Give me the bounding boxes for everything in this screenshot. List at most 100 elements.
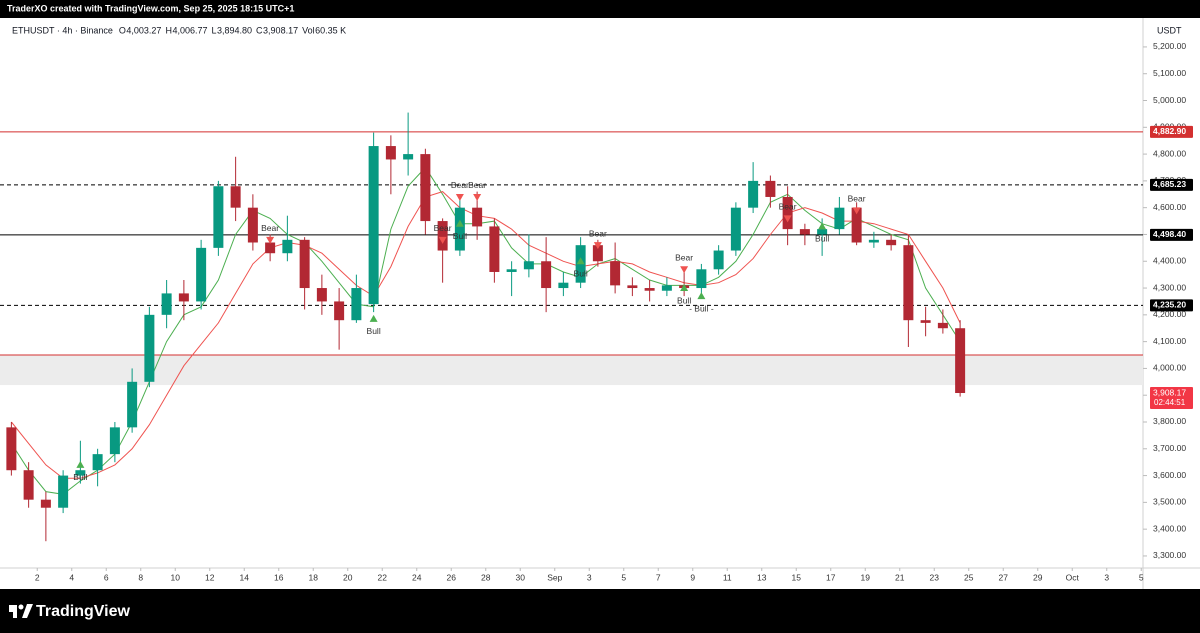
brand-logo (9, 604, 33, 618)
signal-marker (369, 314, 378, 322)
top-bar (0, 0, 1200, 18)
y-tick-label: 3,400.00 (1153, 523, 1186, 533)
candle-body (817, 229, 828, 235)
y-tick-label: 4,200.00 (1153, 309, 1186, 319)
legend-value: 3,908.17 (263, 25, 298, 35)
x-tick-label: 13 (757, 572, 767, 582)
signal-marker (438, 236, 447, 244)
candle-body (506, 269, 517, 272)
candle-body (627, 285, 638, 289)
candle-body (6, 427, 17, 471)
signal-marker (473, 193, 482, 201)
signal-label: Bear (589, 228, 607, 238)
signal-label: Bear (451, 180, 469, 190)
legend-value: 60.35 K (315, 25, 346, 35)
candle-body (661, 285, 672, 291)
candle-body (592, 245, 603, 262)
candle-body (955, 328, 966, 394)
signal-label: Bear (848, 194, 866, 204)
candle-body (109, 427, 120, 455)
x-tick-label: 8 (138, 572, 143, 582)
candle-body (40, 499, 51, 508)
x-tick-label: 26 (447, 572, 457, 582)
x-tick-label: 14 (240, 572, 250, 582)
legend-key: Vol (302, 25, 315, 35)
x-tick-label: 12 (205, 572, 215, 582)
x-tick-label: 15 (792, 572, 802, 582)
candle-body (247, 207, 258, 243)
y-tick-label: 4,600.00 (1153, 202, 1186, 212)
y-tick-label: 4,000.00 (1153, 363, 1186, 373)
legend-key: L (211, 25, 216, 35)
legend-key: H (165, 25, 172, 35)
signal-marker (593, 242, 602, 250)
x-tick-label: 21 (895, 572, 905, 582)
legend-key: O (119, 25, 126, 35)
y-tick-label: 4,800.00 (1153, 148, 1186, 158)
candle-body (903, 245, 914, 321)
candle-body (213, 186, 224, 248)
candle-body (144, 314, 155, 382)
candle-body (403, 154, 414, 160)
currency: USDT (1157, 25, 1182, 35)
y-tick-label: 3,300.00 (1153, 550, 1186, 560)
signal-label: Bull (453, 231, 467, 241)
candle-body (282, 239, 293, 254)
x-tick-label: 5 (621, 572, 626, 582)
candle-body (765, 180, 776, 197)
candle-body (230, 186, 241, 208)
candle-body (368, 146, 379, 305)
y-tick-label: 3,700.00 (1153, 443, 1186, 453)
y-tick-label: 3,800.00 (1153, 416, 1186, 426)
candle-body (748, 180, 759, 208)
plot-area: BullBearBullBearBearBullBearBullBearBear… (0, 112, 1143, 542)
last-price-badge (1150, 387, 1193, 410)
candle-body (523, 261, 534, 270)
signal-label: Bear (779, 202, 797, 212)
x-tick-label: 3 (1104, 572, 1109, 582)
candle-body (420, 154, 431, 222)
candle-body (437, 221, 448, 251)
legend-value: 3,894.80 (217, 25, 252, 35)
x-tick-label: 5 (1139, 572, 1144, 582)
chart-background (0, 18, 1200, 589)
legend-key: C (256, 25, 263, 35)
candle-body (713, 250, 724, 270)
logo-shape (13, 605, 17, 618)
credit: TraderXO created with TradingView.com, S… (7, 3, 294, 13)
brand: TradingView (36, 603, 131, 620)
signal-label: Bull (73, 472, 87, 482)
candle-body (334, 301, 345, 321)
candle-body (161, 293, 172, 315)
signal-marker (852, 207, 861, 215)
signal-label: Bear (261, 223, 279, 233)
y-tick-label: 3,600.00 (1153, 470, 1186, 480)
x-tick-label: 3 (587, 572, 592, 582)
level-label: 4,498.40 (1153, 229, 1186, 239)
candle-body (127, 381, 138, 428)
x-tick-label: 29 (1033, 572, 1043, 582)
candle-body (92, 454, 103, 471)
signal-label: Bear (434, 223, 452, 233)
candle-body (782, 196, 793, 230)
x-tick-label: 11 (723, 572, 732, 582)
x-tick-label: 22 (378, 572, 388, 582)
x-tick-label: Oct (1066, 572, 1080, 582)
signal-marker (818, 222, 827, 230)
candle-body (799, 229, 810, 235)
candle-body (75, 470, 86, 476)
y-tick-label: 4,100.00 (1153, 336, 1186, 346)
signal-marker (680, 284, 689, 292)
x-tick-label: 20 (343, 572, 353, 582)
moving-average (11, 191, 961, 479)
candle-body (730, 207, 741, 251)
candle-body (385, 146, 396, 160)
signal-label: Bear (468, 180, 486, 190)
candle-body (454, 207, 465, 251)
countdown: 02:44:51 (1154, 398, 1186, 407)
x-tick-label: 16 (274, 572, 284, 582)
logo-shape (18, 604, 24, 610)
logo-shape (22, 604, 33, 618)
y-tick-label: 3,500.00 (1153, 497, 1186, 507)
